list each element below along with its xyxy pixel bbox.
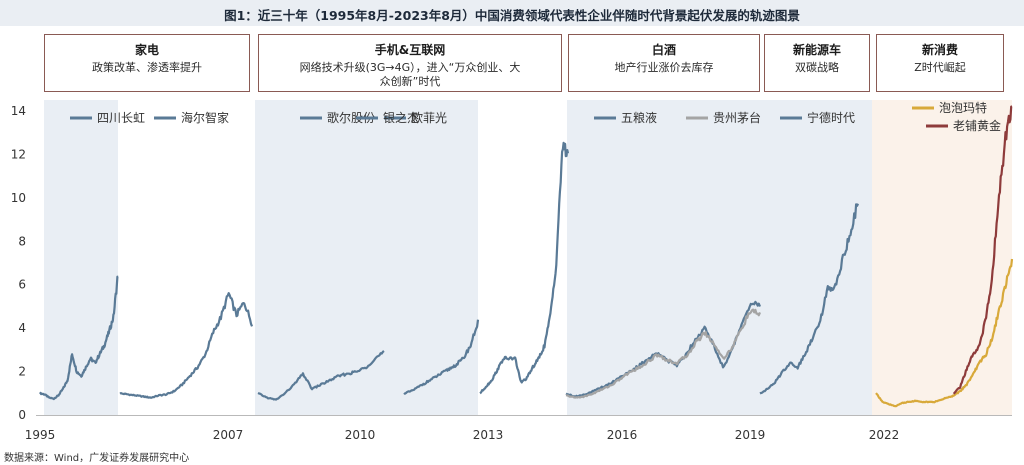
legend-label: 五粮液: [621, 110, 657, 125]
x-tick-label: 2016: [607, 428, 638, 442]
y-tick-label: 0: [18, 408, 26, 422]
era-desc: Z时代崛起: [914, 61, 966, 74]
series-lines: [39, 105, 1014, 408]
series-line: [257, 350, 385, 401]
source-note: 数据来源：Wind，广发证券发展研究中心: [4, 453, 190, 464]
y-tick-label: 4: [18, 321, 26, 335]
era-name: 家电: [134, 43, 159, 57]
era-name: 白酒: [651, 43, 676, 57]
series-line: [39, 275, 119, 401]
x-tick-label: 2010: [345, 428, 376, 442]
legend-label: 海尔智家: [181, 110, 229, 125]
title-bar: 图1：近三十年（1995年8月-2023年8月）中国消费领域代表性企业伴随时代背…: [0, 0, 1024, 26]
y-tick-label: 14: [11, 104, 26, 118]
era-name: 新消费: [921, 43, 958, 57]
x-tick-label: 2013: [473, 428, 504, 442]
era-desc: 政策改革、渗透率提升: [92, 61, 202, 74]
era-desc: 双碳战略: [795, 61, 839, 74]
legend-label: 欧菲光: [411, 111, 447, 125]
era-box-new-consumption: 新消费 Z时代崛起: [876, 34, 1004, 92]
panel-background: [761, 100, 872, 415]
series-line: [565, 308, 762, 399]
x-tick-label: 1995: [25, 428, 56, 442]
panel-backgrounds: [44, 100, 1012, 415]
panel-gap: [478, 100, 567, 415]
panel-background: [872, 100, 1012, 415]
y-tick-label: 12: [11, 147, 26, 161]
y-tick-label: 6: [18, 278, 26, 292]
legend-label: 贵州茅台: [713, 110, 761, 125]
panel-gap: [118, 100, 255, 415]
era-box-baijiu: 白酒 地产行业涨价去库存: [568, 34, 760, 92]
x-tick-label: 2022: [869, 428, 900, 442]
legend-label: 银之杰: [383, 111, 419, 125]
legend-label: 宁德时代: [807, 110, 855, 125]
series-line: [119, 292, 254, 399]
y-tick-label: 2: [18, 365, 26, 379]
era-desc: 网络技术升级(3G→4G），进入“万众创业、大众创新”时代: [299, 61, 521, 88]
era-desc: 地产行业涨价去库存: [614, 61, 714, 74]
series-line: [403, 319, 480, 395]
era-box-new-energy: 新能源车 双碳战略: [764, 34, 870, 92]
era-name: 新能源车: [792, 43, 841, 57]
era-box-mobile-internet: 手机&互联网 网络技术升级(3G→4G），进入“万众创业、大众创新”时代: [258, 34, 562, 92]
legend-label: 歌尔股份: [327, 110, 375, 125]
x-tick-label: 2019: [735, 428, 766, 442]
series-line: [952, 105, 1013, 395]
page-title: 图1：近三十年（1995年8月-2023年8月）中国消费领域代表性企业伴随时代背…: [224, 8, 800, 23]
series-line: [479, 141, 570, 395]
panel-background: [567, 100, 761, 415]
x-tick-label: 2007: [213, 428, 244, 442]
era-box-appliance: 家电 政策改革、渗透率提升: [44, 34, 250, 92]
series-line: [759, 203, 860, 395]
legend-label: 老铺黄金: [953, 118, 1001, 133]
y-tick-label: 10: [11, 191, 26, 205]
y-tick-label: 8: [18, 234, 26, 248]
legend-label: 四川长虹: [97, 111, 145, 125]
era-name: 手机&互联网: [374, 43, 446, 57]
series-line: [875, 258, 1014, 408]
axes: 0 2 4 6 8 10 12 14 1995 2007 2010 2013 2016 2019 2022: [11, 104, 1012, 442]
legend-label: 泡泡玛特: [939, 100, 987, 115]
